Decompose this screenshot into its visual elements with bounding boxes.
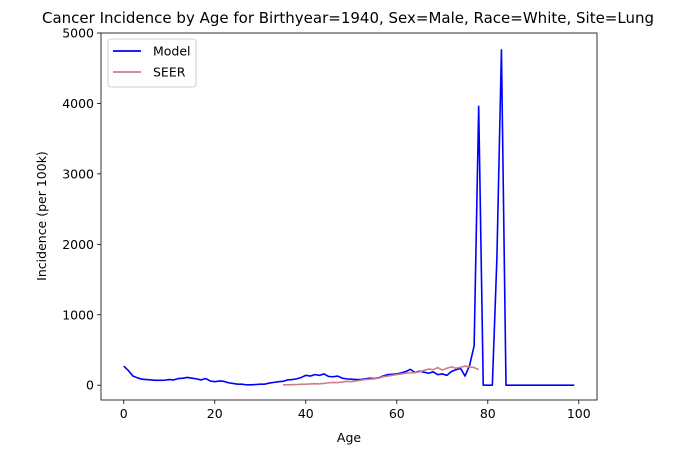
y-axis-label: Incidence (per 100k) [34,151,49,281]
y-tick-label: 2000 [62,237,94,252]
x-tick-label: 100 [567,406,591,421]
x-tick-label: 20 [207,406,223,421]
x-tick-label: 40 [298,406,314,421]
legend: Model SEER [107,38,197,88]
plot-area [101,33,597,400]
y-tick-label: 0 [86,378,94,393]
chart-title: Cancer Incidence by Age for Birthyear=19… [42,9,654,27]
x-tick-label: 60 [389,406,405,421]
legend-label-seer: SEER [153,65,186,80]
y-tick-label: 3000 [62,166,94,181]
y-tick-label: 1000 [62,307,94,322]
y-axis: 0 1000 2000 3000 4000 5000 [62,26,101,393]
series-line-seer [283,365,480,386]
y-tick-label: 4000 [62,96,94,111]
series-line-model [123,49,575,387]
plot-frame [100,32,598,401]
x-axis: 0 20 40 60 80 100 [120,400,591,421]
series-layer [123,49,575,387]
x-axis-label: Age [337,430,361,445]
x-tick-label: 80 [480,406,496,421]
x-tick-label: 0 [120,406,128,421]
y-tick-label: 5000 [62,26,94,41]
legend-label-model: Model [153,44,191,59]
